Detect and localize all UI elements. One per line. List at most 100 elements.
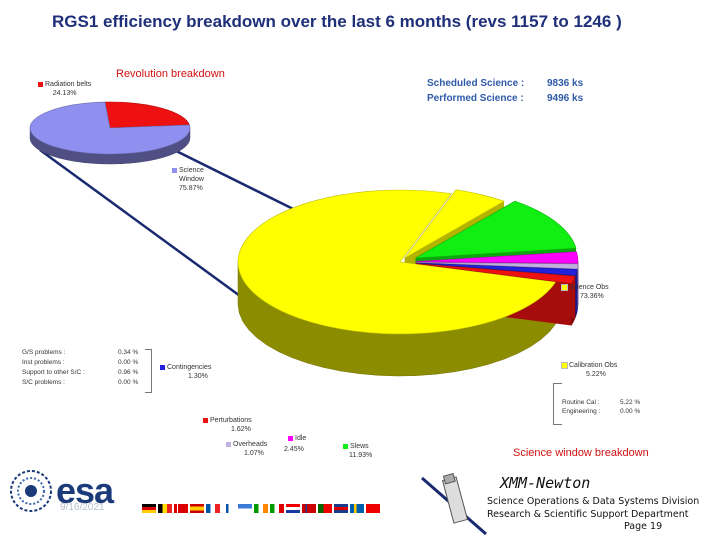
esa-globe-logo [10, 470, 52, 512]
legend-swatch-slews [343, 443, 348, 449]
label-science-obs: Science Obs 73.36% [561, 283, 609, 301]
radiation-belts-value: 24.13% [52, 90, 77, 97]
support-other-sc-value: 0.96 % [118, 369, 139, 376]
flag-sweden [350, 504, 364, 513]
engineering-value: 0.00 % [620, 408, 641, 415]
label-radiation-belts: Radiation belts 24.13% [38, 80, 91, 98]
mission-name: XMM-Newton [500, 474, 591, 492]
sc-problems-value: 0.00 % [118, 379, 139, 386]
legend-swatch-overheads [226, 441, 231, 447]
idle-value: 2.45% [284, 446, 304, 453]
flag-uk [334, 504, 348, 513]
flag-portugal [318, 504, 332, 513]
flag-greece [238, 504, 252, 513]
overheads-value: 1.07% [244, 450, 264, 457]
label-calibration-obs: Calibration Obs 5.22% [561, 361, 618, 379]
science-window-pie-slice-overheads [415, 262, 579, 270]
slews-name: Slews [350, 443, 369, 450]
inst-problems-value: 0.00 % [118, 359, 139, 366]
label-science-window: Science Window 75.87% [172, 166, 204, 193]
revolution-pie-slice-radiation-belts [104, 101, 190, 129]
gs-problems-name: G/S problems : [22, 349, 66, 356]
label-perturbations: Perturbations 1.62% [203, 416, 252, 434]
performed-science-label: Performed Science : [427, 93, 524, 104]
science-window-pie-slice-perturbations [415, 263, 576, 284]
contingency-bracket [145, 349, 152, 393]
flag-france [206, 504, 220, 513]
esa-wordmark: esa [56, 470, 114, 511]
label-overheads: Overheads 1.07% [226, 440, 267, 458]
legend-swatch-science-window [172, 167, 177, 173]
flag-norway [302, 504, 316, 513]
slews-value: 11.93% [349, 452, 373, 459]
footer-date: 9/16/2021 [60, 502, 105, 513]
label-idle: Idle 2.45% [284, 434, 307, 454]
contingency-detail-gs: G/S problems : 0.34 % [22, 349, 150, 356]
flag-ireland [254, 504, 268, 513]
legend-swatch-idle [288, 435, 293, 441]
calibration-detail-engineering: Engineering : 0.00 % [562, 408, 690, 415]
performed-science-value: 9496 ks [547, 93, 584, 104]
calibration-bracket [553, 383, 562, 425]
engineering-name: Engineering : [562, 408, 601, 415]
support-other-sc-name: Support to other S/C : [22, 369, 85, 376]
satellite-image [421, 472, 487, 536]
science-obs-name: Science Obs [569, 284, 609, 291]
science-window-value: 75.87% [179, 185, 203, 192]
legend-swatch-science-obs [561, 283, 568, 291]
flag-italy [270, 504, 284, 513]
footer-page-number: Page 19 [624, 521, 663, 532]
contingency-detail-support: Support to other S/C : 0.96 % [22, 369, 150, 376]
gs-problems-value: 0.34 % [118, 349, 139, 356]
label-slews: Slews 11.93% [343, 442, 372, 460]
revolution-pie-title: Revolution breakdown [116, 68, 225, 80]
flag-belgium [158, 504, 172, 513]
flag-germany [142, 504, 156, 513]
overheads-name: Overheads [233, 441, 268, 448]
science-window-name: Science [179, 167, 204, 174]
science-window-name-line2: Window [179, 176, 204, 183]
page-title: RGS1 efficiency breakdown over the last … [52, 12, 622, 31]
scheduled-science-label: Scheduled Science : [427, 78, 525, 89]
science-window-pie-slice-science-obs [237, 189, 557, 335]
calibration-obs-value: 5.22% [586, 371, 606, 378]
sc-problems-name: S/C problems : [22, 379, 65, 386]
connector-line-lower [39, 148, 263, 314]
flag-netherlands [286, 504, 300, 513]
routine-cal-name: Routine Cal : [562, 399, 600, 406]
scheduled-science-value: 9836 ks [547, 78, 584, 89]
flag-finland [222, 504, 236, 513]
perturbations-value: 1.62% [231, 426, 251, 433]
idle-name: Idle [295, 435, 307, 442]
science-window-pie-slice-slews [415, 200, 577, 259]
science-window-pie-slice-calibration-obs [404, 189, 505, 259]
contingencies-value: 1.30% [188, 373, 208, 380]
radiation-belts-name: Radiation belts [45, 81, 92, 88]
flag-switzerland [366, 504, 380, 513]
revolution-pie-slice-science [29, 101, 191, 155]
legend-swatch-contingencies [160, 364, 165, 370]
contingency-detail-inst: Inst problems : 0.00 % [22, 359, 150, 366]
routine-cal-value: 5.22 % [620, 399, 641, 406]
calibration-obs-name: Calibration Obs [569, 362, 618, 369]
science-obs-value: 73.36% [580, 293, 604, 300]
legend-swatch-calibration-obs [561, 361, 568, 369]
flag-denmark [174, 504, 188, 513]
flag-spain [190, 504, 204, 513]
inst-problems-name: Inst problems : [22, 359, 65, 366]
legend-swatch-radiation [38, 81, 43, 87]
contingencies-name: Contingencies [167, 364, 212, 371]
science-window-pie [237, 189, 579, 377]
contingency-detail-sc: S/C problems : 0.00 % [22, 379, 150, 386]
science-window-pie-slice-contingencies [415, 262, 578, 276]
science-window-pie-title: Science window breakdown [513, 447, 649, 459]
calibration-detail-routine: Routine Cal : 5.22 % [562, 399, 690, 406]
label-contingencies: Contingencies 1.30% [160, 363, 211, 381]
footer-division: Science Operations & Data Systems Divisi… [487, 496, 700, 507]
revolution-pie [29, 101, 191, 165]
perturbations-name: Perturbations [210, 417, 252, 424]
footer-department: Research & Scientific Support Department [487, 509, 689, 520]
legend-swatch-perturbations [203, 417, 208, 423]
